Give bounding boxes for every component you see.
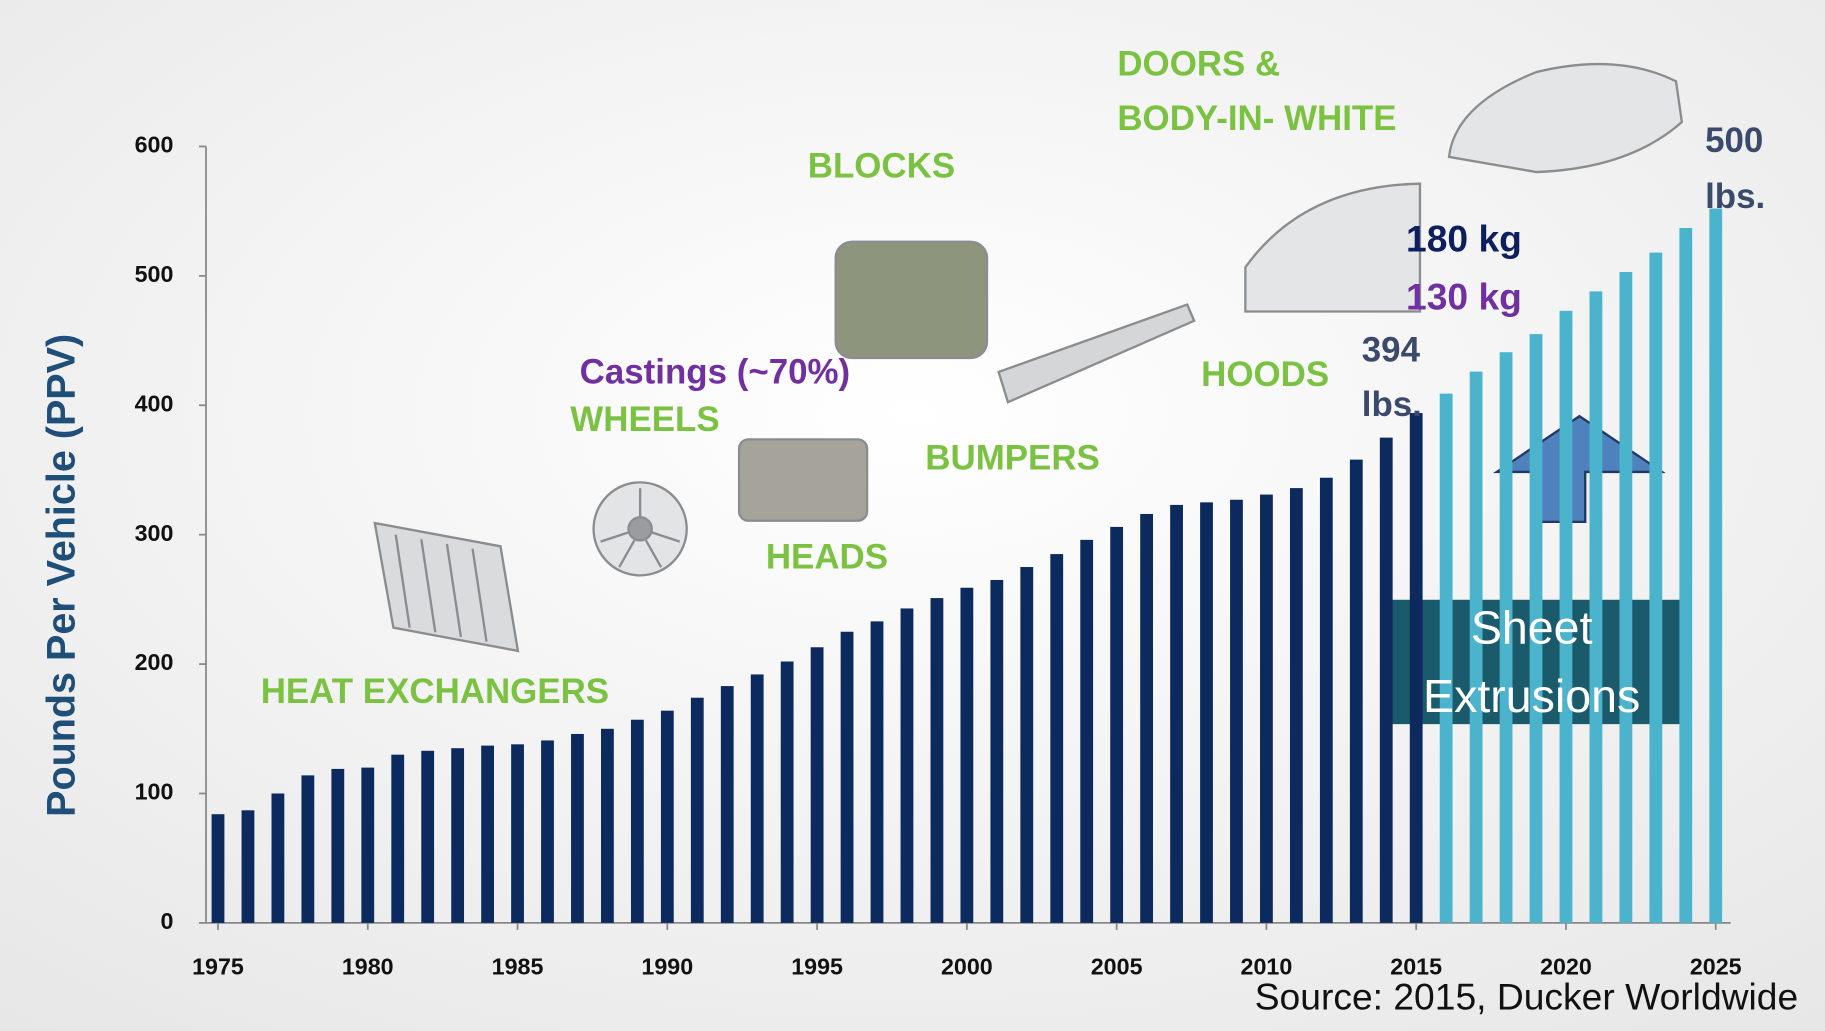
bar: [901, 608, 914, 922]
annotation: WHEELS: [570, 400, 719, 439]
chart: Pounds Per Vehicle (PPV) Source: 2015, D…: [0, 0, 1825, 1031]
annotation: 394: [1362, 330, 1421, 369]
bar: [1350, 460, 1363, 923]
bar: [1709, 209, 1722, 923]
block-image: [836, 242, 987, 358]
annotation: BLOCKS: [808, 147, 955, 186]
bar: [1380, 438, 1393, 923]
x-tick-label: 2000: [941, 953, 993, 979]
x-tick-label: 1980: [342, 953, 394, 979]
bar: [391, 755, 404, 923]
bar: [571, 734, 584, 923]
bar: [331, 769, 344, 923]
bar: [1020, 567, 1033, 923]
bar: [1290, 488, 1303, 923]
bar: [1649, 253, 1662, 923]
bar: [1320, 478, 1333, 923]
bar: [1110, 527, 1123, 923]
y-tick-label: 100: [135, 779, 174, 805]
bar: [541, 740, 554, 922]
y-tick-label: 600: [135, 132, 174, 158]
x-tick-label: 2015: [1390, 953, 1442, 979]
bar: [631, 720, 644, 923]
bar: [1050, 554, 1063, 923]
annotation: HEAT EXCHANGERS: [261, 672, 609, 711]
x-tick-label: 1990: [641, 953, 693, 979]
x-tick-label: 1995: [791, 953, 843, 979]
bar: [691, 698, 704, 923]
bar: [212, 814, 225, 923]
y-tick-label: 500: [135, 261, 174, 287]
heads-image: [739, 439, 867, 520]
y-axis-label: Pounds Per Vehicle (PPV): [39, 334, 83, 817]
x-tick-label: 2020: [1540, 953, 1592, 979]
annotation: HEADS: [766, 537, 888, 576]
source-note: Source: 2015, Ducker Worldwide: [1255, 975, 1799, 1017]
annotation: 130 kg: [1406, 276, 1522, 318]
bar: [1410, 413, 1423, 923]
bar: [481, 746, 494, 923]
bar: [511, 744, 524, 923]
annotation: BUMPERS: [925, 439, 1100, 478]
bar: [1260, 495, 1273, 923]
bar: [451, 748, 464, 923]
annotation: lbs.: [1705, 177, 1765, 216]
x-tick-label: 1975: [192, 953, 244, 979]
bar: [811, 647, 824, 923]
y-tick-label: 0: [160, 908, 173, 934]
x-tick-label: 1985: [492, 953, 544, 979]
bar: [1140, 514, 1153, 923]
bar: [721, 686, 734, 923]
annotation: HOODS: [1201, 355, 1329, 394]
annotation: Castings (~70%): [580, 353, 851, 392]
y-tick-label: 300: [135, 520, 174, 546]
annotation: Extrusions: [1423, 670, 1640, 722]
annotation: Sheet: [1471, 601, 1593, 653]
bar: [421, 751, 434, 923]
annotation: lbs.: [1362, 385, 1422, 424]
annotation: 500: [1705, 121, 1763, 160]
bar: [781, 661, 794, 922]
bar: [1440, 394, 1453, 923]
x-tick-label: 2005: [1091, 953, 1143, 979]
bar: [301, 775, 314, 923]
bar: [1080, 540, 1093, 923]
y-tick-label: 400: [135, 390, 174, 416]
y-tick-label: 200: [135, 649, 174, 675]
annotation: DOORS &: [1117, 44, 1280, 83]
annotation: BODY-IN- WHITE: [1117, 99, 1396, 138]
bar: [751, 674, 764, 922]
bar: [242, 810, 255, 923]
bar: [272, 793, 285, 922]
annotation: 180 kg: [1406, 218, 1522, 260]
bar: [931, 598, 944, 923]
x-tick-label: 2010: [1241, 953, 1293, 979]
wheel-image: [594, 482, 687, 575]
bar: [990, 580, 1003, 923]
bar: [841, 632, 854, 923]
bar: [960, 588, 973, 923]
bar: [601, 729, 614, 923]
bar: [871, 621, 884, 923]
bar: [1200, 502, 1213, 923]
bar: [1679, 228, 1692, 923]
bar: [361, 768, 374, 923]
bar: [1619, 272, 1632, 923]
bar: [1170, 505, 1183, 923]
bar: [1230, 500, 1243, 923]
x-tick-label: 2025: [1690, 953, 1742, 979]
bar: [661, 711, 674, 923]
